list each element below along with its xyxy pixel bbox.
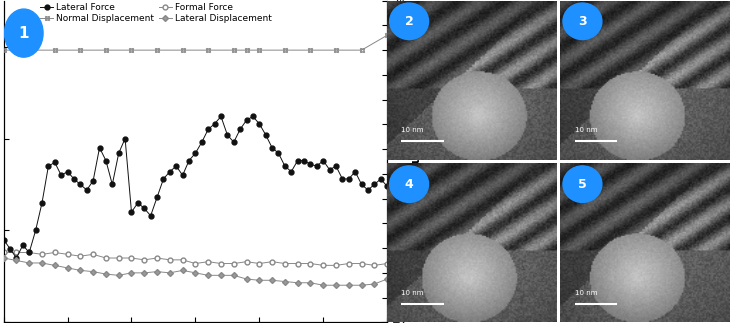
- Text: 1: 1: [18, 26, 29, 41]
- Text: 2: 2: [405, 15, 414, 28]
- Text: 5: 5: [578, 178, 587, 191]
- Text: 10 nm: 10 nm: [401, 127, 424, 133]
- Text: 10 nm: 10 nm: [575, 127, 597, 133]
- Y-axis label: Displacement (nm): Displacement (nm): [409, 99, 421, 224]
- Text: 4: 4: [405, 178, 414, 191]
- Circle shape: [390, 3, 428, 40]
- Circle shape: [563, 3, 602, 40]
- Text: 3: 3: [578, 15, 587, 28]
- Legend: Lateral Force, Normal Displacement, Formal Force, Lateral Displacement: Lateral Force, Normal Displacement, Form…: [39, 2, 273, 24]
- Circle shape: [4, 9, 43, 57]
- Circle shape: [390, 166, 428, 203]
- Circle shape: [563, 166, 602, 203]
- Text: 10 nm: 10 nm: [575, 290, 597, 296]
- Text: 10 nm: 10 nm: [401, 290, 424, 296]
